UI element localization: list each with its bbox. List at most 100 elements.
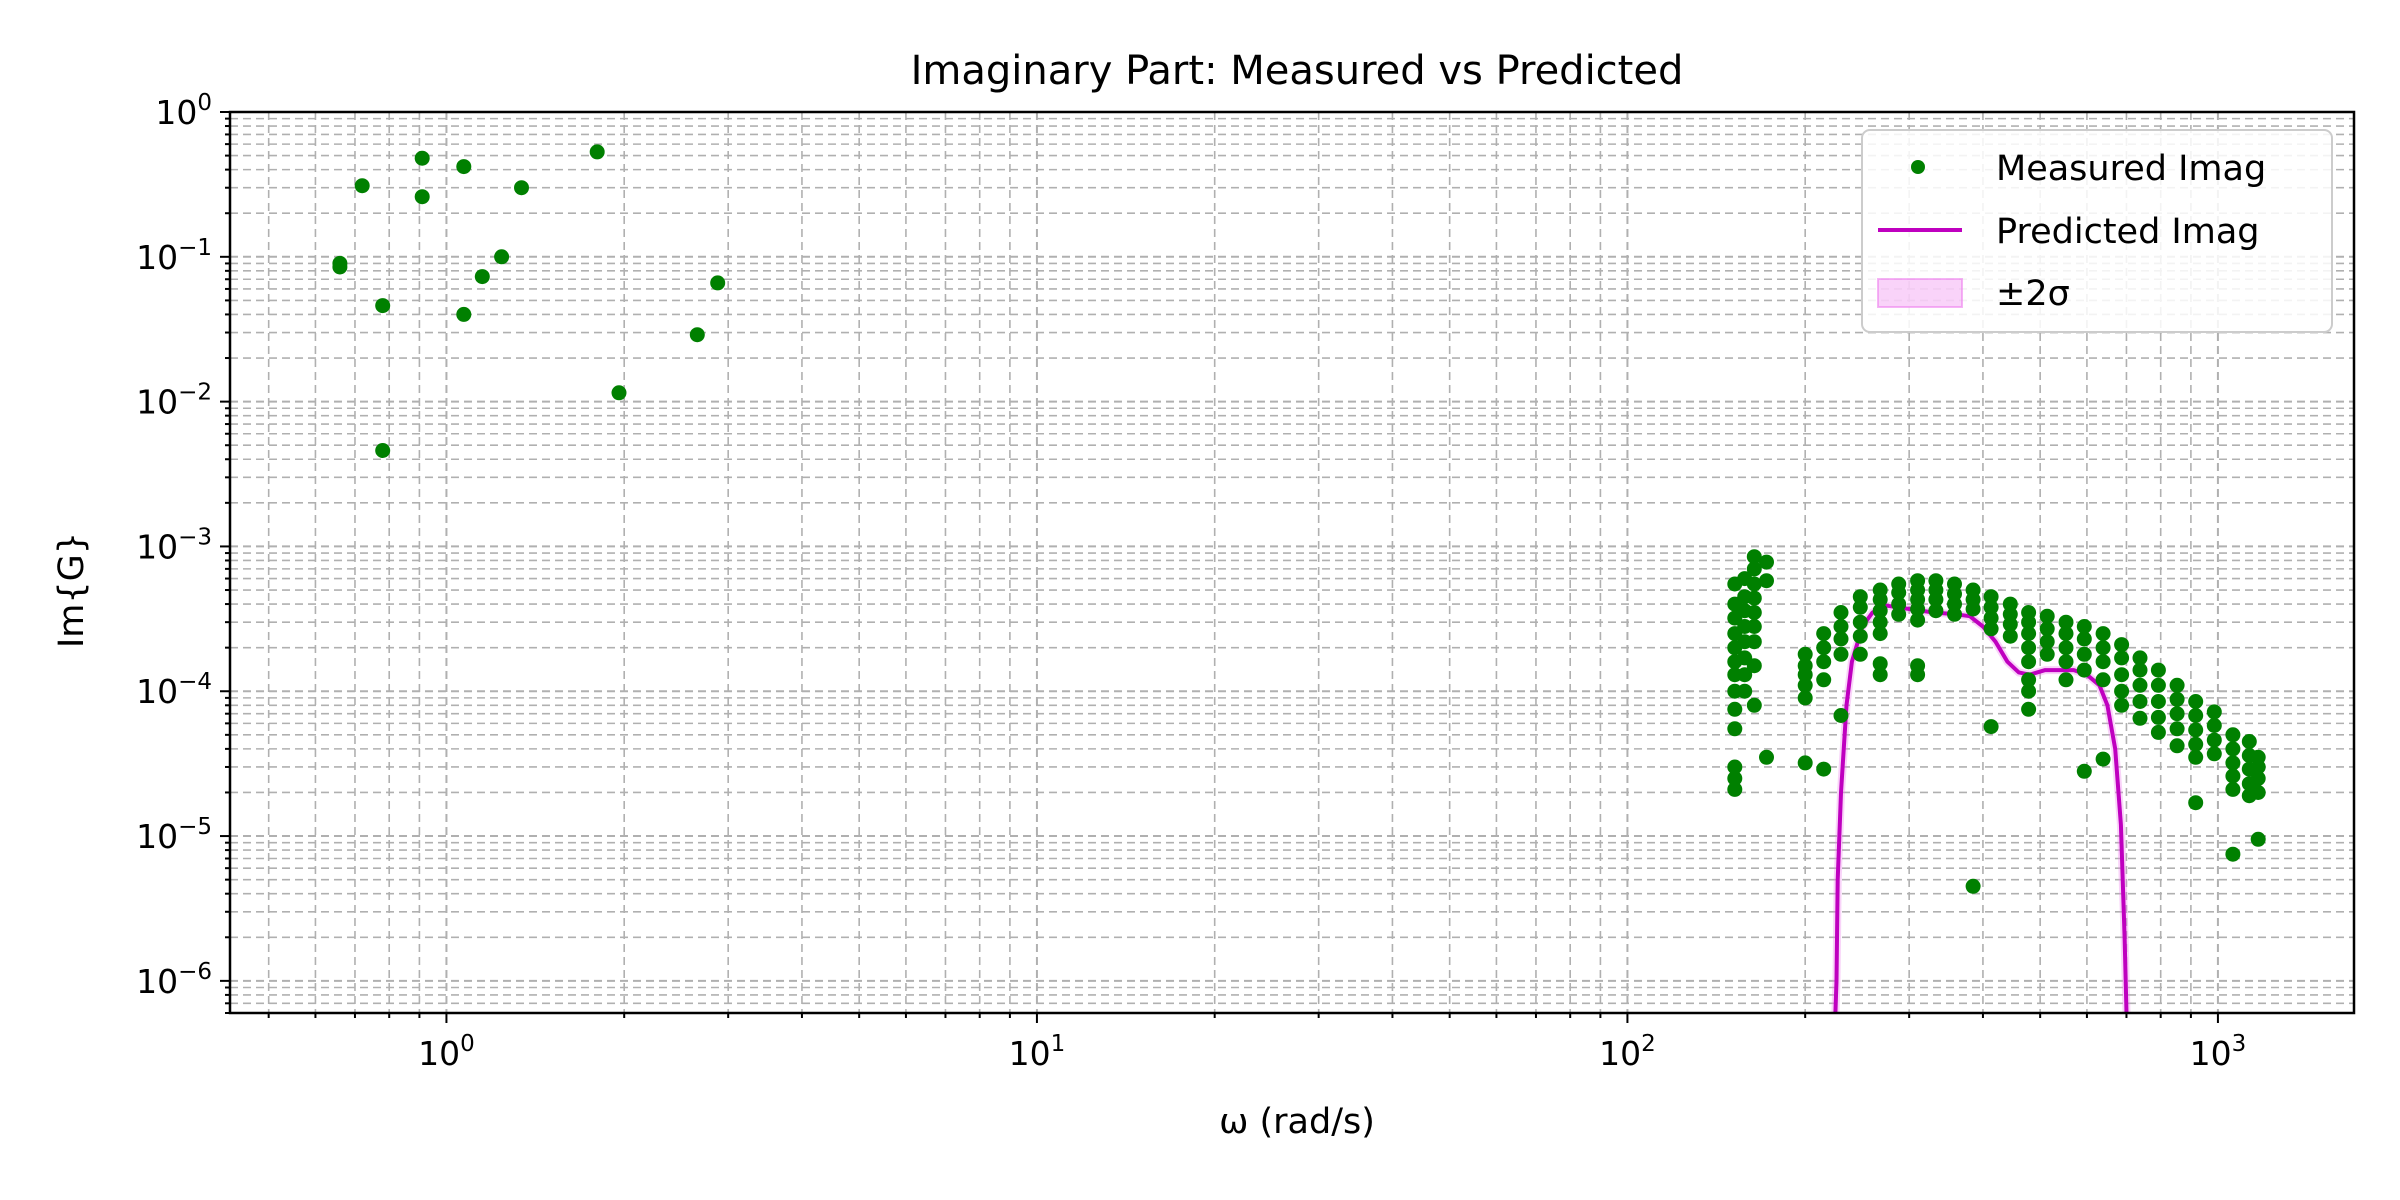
measured-point [2058,672,2074,688]
measured-point [1833,708,1849,723]
measured-point [2225,727,2241,743]
measured-point [456,306,472,322]
measured-point [1746,605,1762,620]
measured-point [1872,667,1888,683]
measured-point [2132,710,2148,726]
measured-point [1833,619,1849,634]
measured-point [2225,768,2241,784]
measured-point [2250,831,2266,847]
measured-point [2114,637,2130,653]
measured-point [1797,677,1813,693]
measured-point [1833,646,1849,662]
measured-point [2241,734,2257,749]
measured-point [354,178,370,194]
y-tick-label: 10−4 [136,669,212,711]
measured-point [1833,605,1849,620]
measured-point [2002,628,2018,644]
x-tick-label: 102 [1599,1031,1656,1073]
y-tick-label: 100 [155,90,212,132]
measured-point [2039,646,2055,662]
measured-point [2250,785,2266,800]
measured-point [1852,599,1868,615]
legend-band-label: ±2σ [1996,274,2070,314]
measured-point [2188,749,2204,765]
legend-predicted-label: Predicted Imag [1996,212,2260,252]
measured-point [2021,672,2037,688]
measured-point [1797,690,1813,706]
measured-point [2002,616,2018,632]
measured-point [1737,667,1753,683]
measured-point [2188,795,2204,811]
measured-point [2076,662,2092,678]
measured-point [2188,708,2204,723]
measured-point [2114,667,2130,683]
measured-point [1746,576,1762,592]
measured-point [1852,628,1868,644]
measured-point [2021,614,2037,630]
measured-point [689,327,705,343]
measured-point [2206,732,2222,748]
measured-point [2058,626,2074,642]
measured-point [2039,621,2055,637]
measured-point [1746,561,1762,577]
measured-point [514,180,529,196]
measured-point [414,189,430,205]
chart-title: Imaginary Part: Measured vs Predicted [911,48,1684,94]
measured-point [2132,662,2148,678]
measured-point [1746,697,1762,713]
measured-point [375,298,391,314]
measured-point [2225,755,2241,771]
measured-point [1816,640,1832,656]
measured-point [1759,554,1774,570]
measured-point [2021,654,2037,670]
measured-point [474,269,490,285]
measured-point [2225,741,2241,757]
measured-point [1727,770,1743,786]
measured-point [1816,672,1832,688]
measured-point [2058,654,2074,670]
measured-point [1910,612,1926,628]
measured-point [2169,691,2185,707]
y-tick-label: 10−2 [136,380,212,422]
measured-point [2169,706,2185,722]
measured-point [1759,573,1774,589]
measured-point [1872,603,1888,619]
measured-point [2206,704,2222,720]
measured-point [2169,721,2185,737]
measured-point [1759,749,1774,765]
measured-point [414,150,430,166]
measured-point [1852,589,1868,605]
measured-point [1983,599,1999,615]
measured-point [1965,601,1981,617]
measured-point [2169,738,2185,754]
measured-point [456,159,472,175]
measured-point [1833,631,1849,647]
measured-point [1746,634,1762,650]
measured-point [2114,697,2130,713]
measured-point [2076,646,2092,662]
measured-point [2095,640,2111,656]
measured-point [1727,701,1743,717]
measured-point [2188,736,2204,752]
y-tick-label: 10−1 [136,235,212,277]
measured-point [1816,761,1832,777]
measured-point [2021,640,2037,656]
measured-point [332,259,348,275]
measured-point [1872,626,1888,642]
measured-point [1983,719,1999,735]
measured-point [2021,701,2037,717]
measured-point [2076,763,2092,779]
measured-point [2058,614,2074,630]
measured-point [1910,667,1926,683]
measured-point [1983,610,1999,626]
measured-point [2114,683,2130,699]
measured-point [1891,606,1907,622]
measured-point [589,144,605,160]
measured-point [1746,619,1762,634]
measured-point [1983,589,1999,605]
measured-point [1852,646,1868,662]
measured-point [2076,619,2092,634]
ticks: 100 101 102 103 100 10−1 10−2 10−3 10−4 10−5 10−6 [136,90,2246,1073]
measured-point [611,385,627,401]
